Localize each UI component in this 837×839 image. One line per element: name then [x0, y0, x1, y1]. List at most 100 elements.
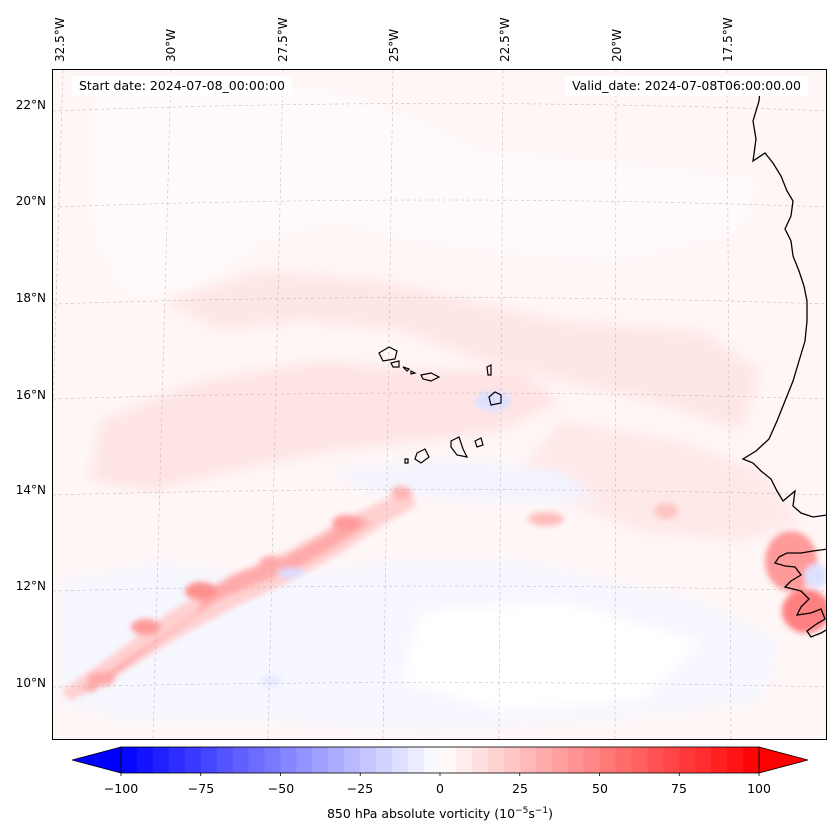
colorbar-arrow-right — [758, 746, 808, 774]
colorbar-cell — [136, 747, 154, 773]
colorbar-cell — [727, 747, 744, 773]
white-patch-upper — [91, 91, 761, 301]
map-panel[interactable] — [52, 69, 827, 740]
colorbar-cell — [535, 747, 553, 773]
lat-label-14n: 14°N — [15, 483, 46, 497]
colorbar-tick-neg25: −25 — [346, 781, 374, 796]
vorticity-spot-coast — [654, 503, 678, 519]
colorbar-tick-0: 0 — [436, 781, 444, 796]
colorbar-cell — [519, 747, 537, 773]
lon-label-25w: 25°W — [387, 28, 401, 62]
colorbar-cell — [264, 747, 282, 773]
start-date-label: Start date: 2024-07-08_00:00:00 — [72, 76, 292, 96]
colorbar-cell — [440, 747, 457, 773]
colorbar-cell — [360, 747, 377, 773]
vorticity-max-1 — [185, 582, 217, 600]
pink-band-central — [91, 361, 561, 491]
colorbar-cell — [583, 747, 601, 773]
colorbar-tick-marks — [120, 773, 760, 776]
vorticity-max-5 — [87, 672, 115, 686]
colorbar-label-unit: s — [528, 806, 535, 822]
lon-label-32-5w: 32.5°W — [53, 17, 67, 62]
colorbar-cell — [647, 747, 664, 773]
colorbar-cell — [296, 747, 313, 773]
colorbar-cell — [232, 747, 250, 773]
pink-band-east — [521, 421, 801, 541]
colorbar-cell — [615, 747, 632, 773]
colorbar-cell — [743, 747, 760, 773]
colorbar-cell — [679, 747, 696, 773]
vorticity-max-4 — [259, 556, 283, 570]
colorbar-cell — [376, 747, 393, 773]
colorbar-cell — [711, 747, 728, 773]
vorticity-spot-guinea — [782, 589, 826, 633]
colorbar-cell — [280, 747, 298, 773]
colorbar-cell — [487, 747, 505, 773]
negative-vorticity-south — [261, 676, 281, 686]
lon-label-30w: 30°W — [164, 28, 178, 62]
vorticity-max-2 — [131, 619, 161, 635]
colorbar-cell — [599, 747, 617, 773]
valid-date-label: Valid_date: 2024-07-08T06:00:00.00 — [564, 76, 808, 96]
cape-verde-islands — [378, 346, 502, 464]
vorticity-field — [53, 70, 826, 739]
colorbar — [72, 746, 808, 776]
white-patch-south — [401, 601, 701, 711]
pink-band-north — [161, 271, 761, 431]
vorticity-ridge-inner — [81, 515, 371, 693]
lat-label-20n: 20°N — [15, 194, 46, 208]
colorbar-tick-neg100: −100 — [103, 781, 139, 796]
colorbar-cell — [200, 747, 218, 773]
lat-label-16n: 16°N — [15, 388, 46, 402]
colorbar-cell — [248, 747, 266, 773]
gridlines — [53, 70, 826, 739]
vorticity-spot-east — [528, 512, 564, 526]
lat-label-18n: 18°N — [15, 291, 46, 305]
colorbar-cell — [663, 747, 680, 773]
lon-label-17-5w: 17.5°W — [721, 17, 735, 62]
colorbar-label-text: 850 hPa absolute vorticity (10 — [326, 806, 516, 822]
colorbar-cell — [567, 747, 585, 773]
colorbar-cell — [631, 747, 648, 773]
colorbar-cell — [184, 747, 202, 773]
negative-vorticity-capeverde — [475, 391, 511, 411]
colorbar-label-exponent-2: −1 — [534, 806, 549, 816]
colorbar-cell — [216, 747, 234, 773]
colorbar-cell — [392, 747, 409, 773]
colorbar-tick-75: 75 — [671, 781, 687, 796]
negative-vorticity-ridge — [277, 568, 305, 578]
colorbar-cell — [551, 747, 569, 773]
colorbar-label-close: ) — [548, 806, 553, 822]
lat-label-10n: 10°N — [15, 676, 46, 690]
colorbar-arrow-left — [72, 746, 122, 774]
vorticity-spot-center — [391, 486, 411, 500]
colorbar-label-exponent-1: −5 — [515, 806, 529, 816]
colorbar-cell — [455, 747, 473, 773]
colorbar-cell — [344, 747, 361, 773]
colorbar-tick-neg50: −50 — [267, 781, 295, 796]
lon-label-22-5w: 22.5°W — [498, 17, 512, 62]
colorbar-label: 850 hPa absolute vorticity (10−5s−1) — [0, 806, 837, 821]
colorbar-cell — [168, 747, 186, 773]
colorbar-cell — [424, 747, 441, 773]
colorbar-cells — [121, 747, 760, 773]
lon-label-20w: 20°W — [610, 28, 624, 62]
colorbar-cell — [471, 747, 489, 773]
colorbar-cell — [695, 747, 712, 773]
lat-label-22n: 22°N — [15, 98, 46, 112]
colorbar-cell — [328, 747, 345, 773]
colorbar-cell — [503, 747, 521, 773]
africa-coastline — [741, 80, 826, 638]
negative-vorticity-coast — [804, 564, 826, 588]
colorbar-tick-25: 25 — [512, 781, 528, 796]
vorticity-max-3 — [332, 515, 360, 531]
lon-label-27-5w: 27.5°W — [276, 17, 290, 62]
colorbar-cell — [312, 747, 329, 773]
colorbar-tick-100: 100 — [747, 781, 771, 796]
colorbar-tick-50: 50 — [592, 781, 608, 796]
colorbar-cell — [408, 747, 425, 773]
colorbar-tick-neg75: −75 — [187, 781, 215, 796]
colorbar-cell — [121, 747, 138, 773]
lat-label-12n: 12°N — [15, 579, 46, 593]
colorbar-cell — [152, 747, 170, 773]
